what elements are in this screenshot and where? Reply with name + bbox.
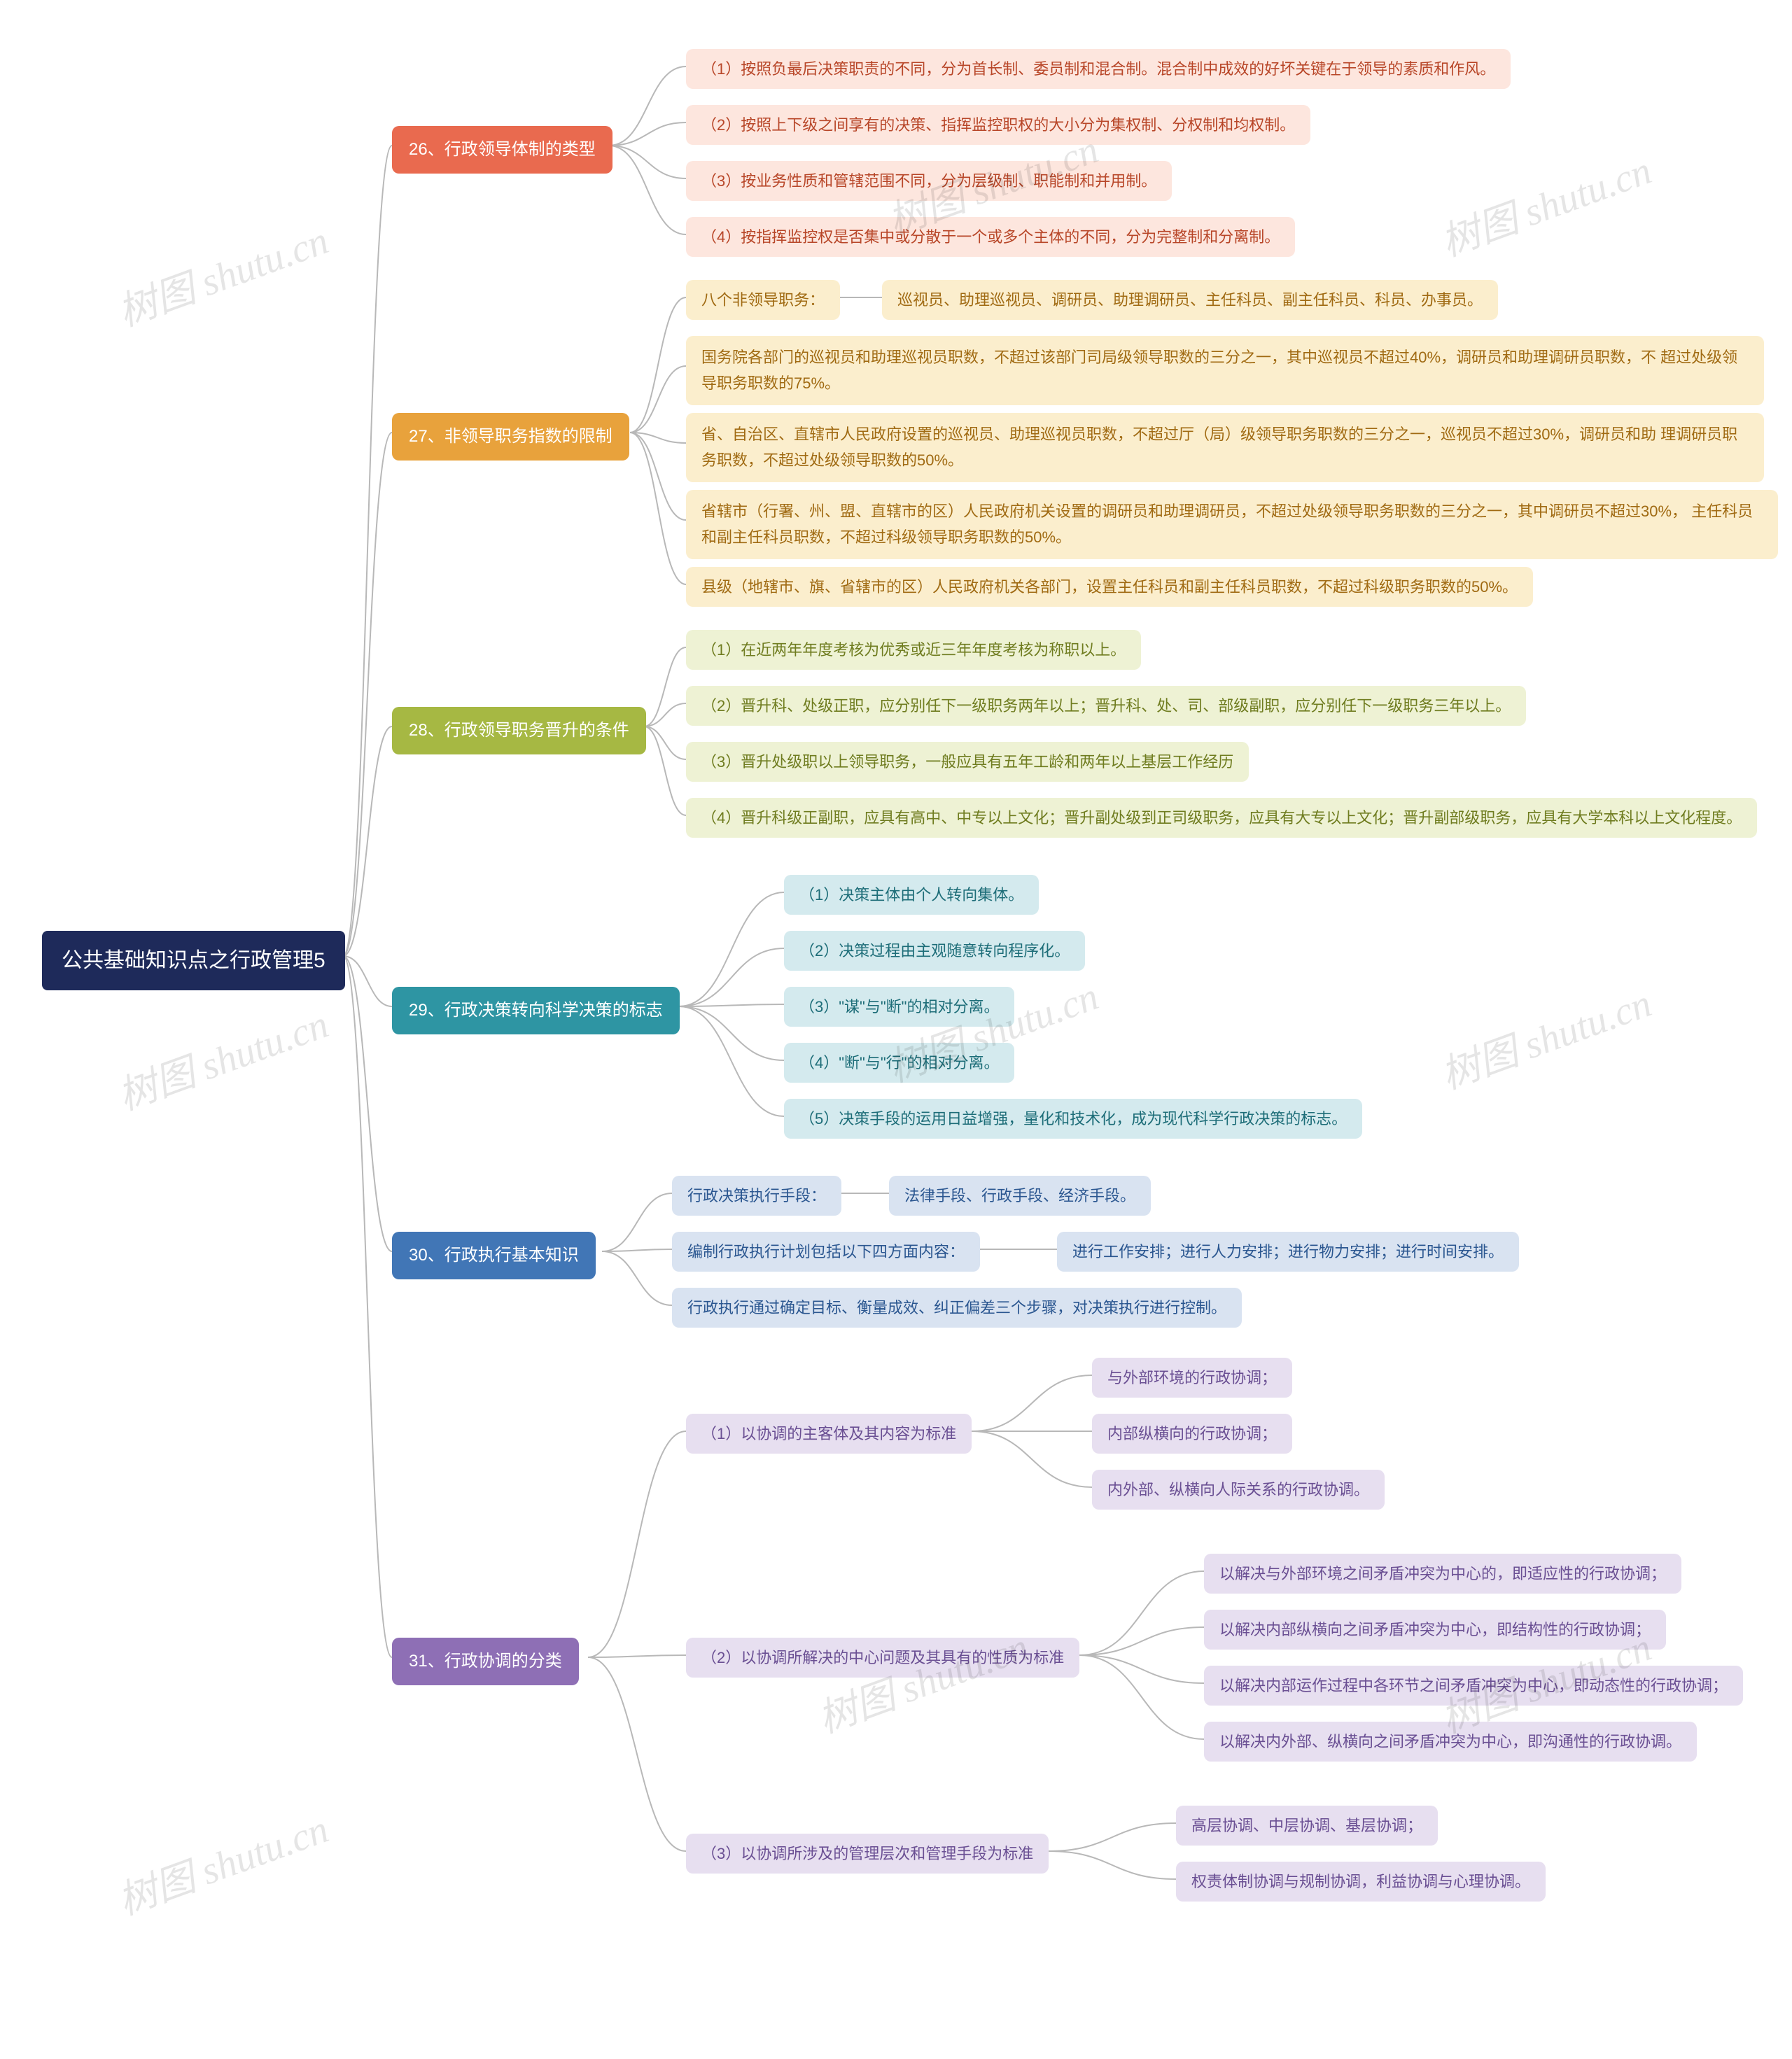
leaf-node: （4）晋升科级正副职，应具有高中、中专以上文化；晋升副处级到正司级职务，应具有大… — [686, 798, 1757, 838]
leaf-node: （3）以协调所涉及的管理层次和管理手段为标准 — [686, 1834, 1049, 1874]
watermark: 树图 shutu.cn — [1432, 972, 1658, 1101]
leaf-node: 省辖市（行署、州、盟、直辖市的区）人民政府机关设置的调研员和助理调研员，不超过处… — [686, 490, 1778, 559]
leaf-node: （1）以协调的主客体及其内容为标准 — [686, 1414, 972, 1454]
leaf-node: （1）在近两年年度考核为优秀或近三年年度考核为称职以上。 — [686, 630, 1141, 670]
leaf-node: （4）按指挥监控权是否集中或分散于一个或多个主体的不同，分为完整制和分离制。 — [686, 217, 1295, 257]
leaf-node: （3）晋升处级职以上领导职务，一般应具有五年工龄和两年以上基层工作经历 — [686, 742, 1249, 782]
leaf-node: 编制行政执行计划包括以下四方面内容： — [672, 1232, 980, 1272]
branch-node: 28、行政领导职务晋升的条件 — [392, 707, 646, 754]
leaf-node: 与外部环境的行政协调； — [1092, 1358, 1292, 1398]
leaf-node: 进行工作安排；进行人力安排；进行物力安排；进行时间安排。 — [1057, 1232, 1519, 1272]
branch-node: 26、行政领导体制的类型 — [392, 126, 612, 174]
root-node: 公共基础知识点之行政管理5 — [42, 931, 345, 990]
leaf-node: （2）决策过程由主观随意转向程序化。 — [784, 931, 1085, 971]
leaf-node: 巡视员、助理巡视员、调研员、助理调研员、主任科员、副主任科员、科员、办事员。 — [882, 280, 1498, 320]
leaf-node: 国务院各部门的巡视员和助理巡视员职数，不超过该部门司局级领导职数的三分之一，其中… — [686, 336, 1764, 405]
leaf-node: （2）以协调所解决的中心问题及其具有的性质为标准 — [686, 1638, 1079, 1678]
leaf-node: 行政决策执行手段： — [672, 1176, 841, 1216]
leaf-node: （1）按照负最后决策职责的不同，分为首长制、委员制和混合制。混合制中成效的好坏关… — [686, 49, 1511, 89]
watermark: 树图 shutu.cn — [1432, 139, 1658, 268]
leaf-node: 县级（地辖市、旗、省辖市的区）人民政府机关各部门，设置主任科员和副主任科员职数，… — [686, 567, 1533, 607]
leaf-node: 权责体制协调与规制协调，利益协调与心理协调。 — [1176, 1862, 1546, 1902]
branch-node: 29、行政决策转向科学决策的标志 — [392, 987, 680, 1034]
watermark: 树图 shutu.cn — [109, 209, 335, 338]
branch-node: 30、行政执行基本知识 — [392, 1232, 596, 1279]
leaf-node: （2）晋升科、处级正职，应分别任下一级职务两年以上；晋升科、处、司、部级副职，应… — [686, 686, 1526, 726]
leaf-node: 高层协调、中层协调、基层协调； — [1176, 1806, 1438, 1846]
watermark: 树图 shutu.cn — [109, 1798, 335, 1927]
leaf-node: 以解决内外部、纵横向之间矛盾冲突为中心，即沟通性的行政协调。 — [1204, 1722, 1697, 1762]
leaf-node: 法律手段、行政手段、经济手段。 — [889, 1176, 1151, 1216]
leaf-node: 内外部、纵横向人际关系的行政协调。 — [1092, 1470, 1385, 1510]
leaf-node: 以解决与外部环境之间矛盾冲突为中心的，即适应性的行政协调； — [1204, 1554, 1681, 1594]
leaf-node: 行政执行通过确定目标、衡量成效、纠正偏差三个步骤，对决策执行进行控制。 — [672, 1288, 1242, 1328]
watermark: 树图 shutu.cn — [109, 993, 335, 1122]
leaf-node: 内部纵横向的行政协调； — [1092, 1414, 1292, 1454]
leaf-node: 以解决内部纵横向之间矛盾冲突为中心，即结构性的行政协调； — [1204, 1610, 1666, 1650]
leaf-node: 八个非领导职务： — [686, 280, 840, 320]
branch-node: 31、行政协调的分类 — [392, 1638, 579, 1685]
leaf-node: （3）"谋"与"断"的相对分离。 — [784, 987, 1014, 1027]
leaf-node: （4）"断"与"行"的相对分离。 — [784, 1043, 1014, 1083]
leaf-node: 省、自治区、直辖市人民政府设置的巡视员、助理巡视员职数，不超过厅（局）级领导职务… — [686, 413, 1764, 482]
branch-node: 27、非领导职务指数的限制 — [392, 413, 629, 461]
watermark: 树图 shutu.cn — [809, 1616, 1035, 1745]
leaf-node: 以解决内部运作过程中各环节之间矛盾冲突为中心，即动态性的行政协调； — [1204, 1666, 1743, 1706]
leaf-node: （1）决策主体由个人转向集体。 — [784, 875, 1039, 915]
leaf-node: （3）按业务性质和管辖范围不同，分为层级制、职能制和并用制。 — [686, 161, 1172, 201]
leaf-node: （2）按照上下级之间享有的决策、指挥监控职权的大小分为集权制、分权制和均权制。 — [686, 105, 1310, 145]
leaf-node: （5）决策手段的运用日益增强，量化和技术化，成为现代科学行政决策的标志。 — [784, 1099, 1362, 1139]
